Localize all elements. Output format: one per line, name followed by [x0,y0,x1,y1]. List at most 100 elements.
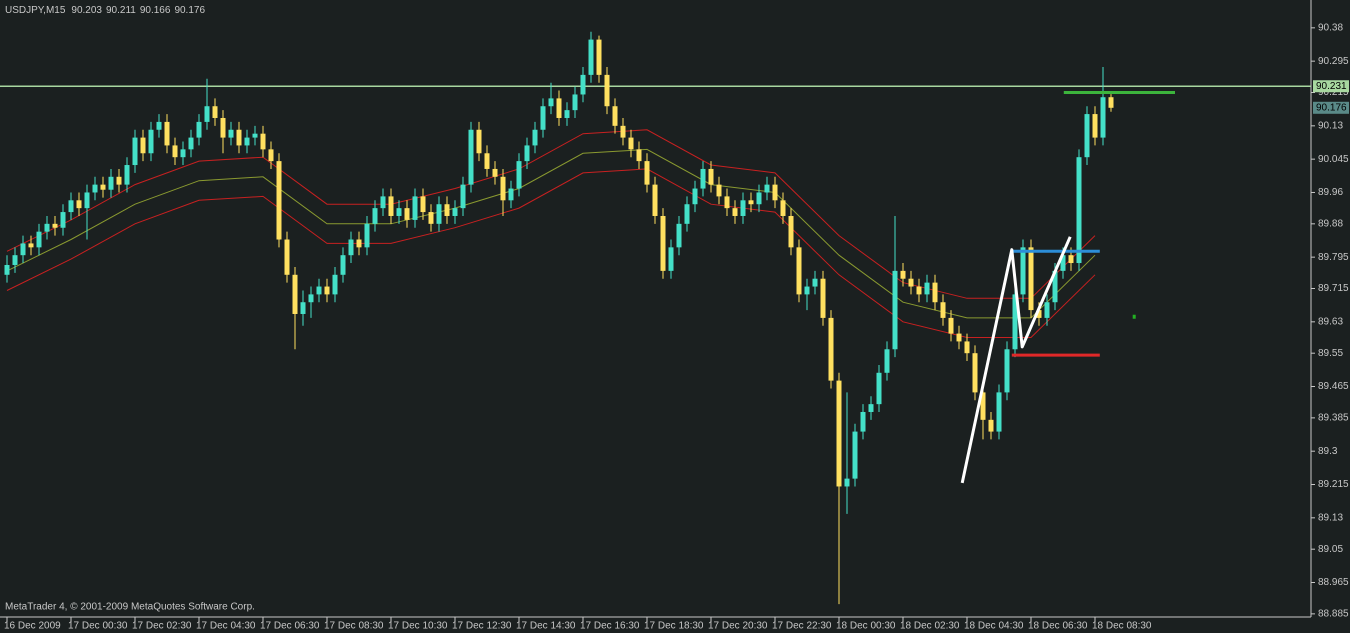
x-tick-label: 17 Dec 22:30 [772,621,832,632]
candle-body [476,129,482,154]
candle-body [652,184,658,216]
candle-body [556,98,562,118]
candle-body [172,145,178,158]
candle-body [380,196,386,209]
candle-body [260,133,266,150]
ohlc-high: 90.211 [106,5,136,16]
candle-body [428,212,434,224]
candle-body [1100,97,1106,138]
candle-body [612,106,618,126]
candle-body [252,133,258,138]
candle-body [924,282,930,295]
candle-body [324,286,330,295]
candle-body [468,129,474,185]
candle-body [636,149,642,162]
x-tick-label: 17 Dec 02:30 [132,621,192,632]
candle-body [1108,97,1114,108]
x-tick-label: 17 Dec 04:30 [196,621,256,632]
candle-body [36,231,42,248]
candle-body [604,74,610,107]
candle-body [20,243,26,256]
candle-body [844,478,850,487]
y-tick-label: 89.63 [1318,316,1343,327]
candle-body [1052,270,1058,303]
candle-body [444,204,450,216]
x-tick-label: 18 Dec 04:30 [964,621,1024,632]
x-tick-label: 17 Dec 08:30 [324,621,384,632]
x-tick-label: 18 Dec 02:30 [900,621,960,632]
candle-body [572,94,578,111]
candle-body [44,223,50,232]
candle-body [244,137,250,146]
candle-body [516,161,522,189]
candle-body [108,176,114,190]
candle-body [588,39,594,75]
x-tick-label: 17 Dec 14:30 [516,621,576,632]
candle-body [996,392,1002,432]
candle-body [932,282,938,303]
candle-body [580,74,586,95]
y-tick-label: 88.965 [1318,577,1349,588]
candle-body [308,294,314,303]
candle-body [388,196,394,216]
candle-body [180,149,186,158]
marker [1132,314,1136,319]
indicator-line [6,129,1096,299]
candle-body [412,196,418,220]
candle-body [964,341,970,354]
candle-body [196,121,202,138]
candle-body [396,208,402,216]
candle-body [276,161,282,240]
candle-body [164,121,170,146]
candle-body [100,184,106,190]
candle-body [868,404,874,412]
y-tick-label: 90.38 [1318,22,1343,33]
candle-body [348,239,354,256]
candle-body [692,188,698,205]
candle-body [76,200,82,209]
candle-body [132,137,138,166]
candle-body [236,129,242,146]
candle-body [876,372,882,405]
candle-body [52,223,58,228]
candle-body [188,137,194,150]
candle-body [532,129,538,146]
candle-body [364,223,370,248]
y-tick-label: 89.215 [1318,479,1349,490]
x-tick-label: 17 Dec 18:30 [644,621,704,632]
candle-body [732,208,738,216]
indicator-line [6,168,1096,338]
candle-body [628,137,634,150]
y-tick-label: 89.465 [1318,381,1349,392]
candle-body [908,278,914,287]
candle-body [740,200,746,216]
y-tick-label: 89.55 [1318,348,1343,359]
candle-body [956,333,962,342]
y-tick-label: 89.05 [1318,544,1343,555]
candle-body [140,137,146,154]
candle-body [644,161,650,185]
x-tick-label: 16 Dec 2009 [4,621,61,632]
candle-body [716,184,722,197]
x-tick-label: 17 Dec 00:30 [68,621,128,632]
y-tick-label: 89.88 [1318,218,1343,229]
candle-body [684,204,690,224]
candle-body [1076,157,1082,264]
ohlc-open: 90.203 [71,5,102,16]
y-tick-label: 90.13 [1318,120,1343,131]
candle-body [988,419,994,432]
candle-body [92,184,98,193]
candle-body [828,317,834,381]
x-tick-label: 17 Dec 16:30 [580,621,640,632]
candle-body [676,223,682,248]
candle-body [316,286,322,295]
candle-body [748,200,754,205]
candle-body [500,176,506,201]
candle-body [460,184,466,209]
y-tick-label: 89.3 [1318,446,1338,457]
candle-body [764,184,770,193]
candle-body [340,255,346,275]
candle-body [508,188,514,201]
candle-body [1004,349,1010,393]
x-tick-label: 18 Dec 06:30 [1028,621,1088,632]
